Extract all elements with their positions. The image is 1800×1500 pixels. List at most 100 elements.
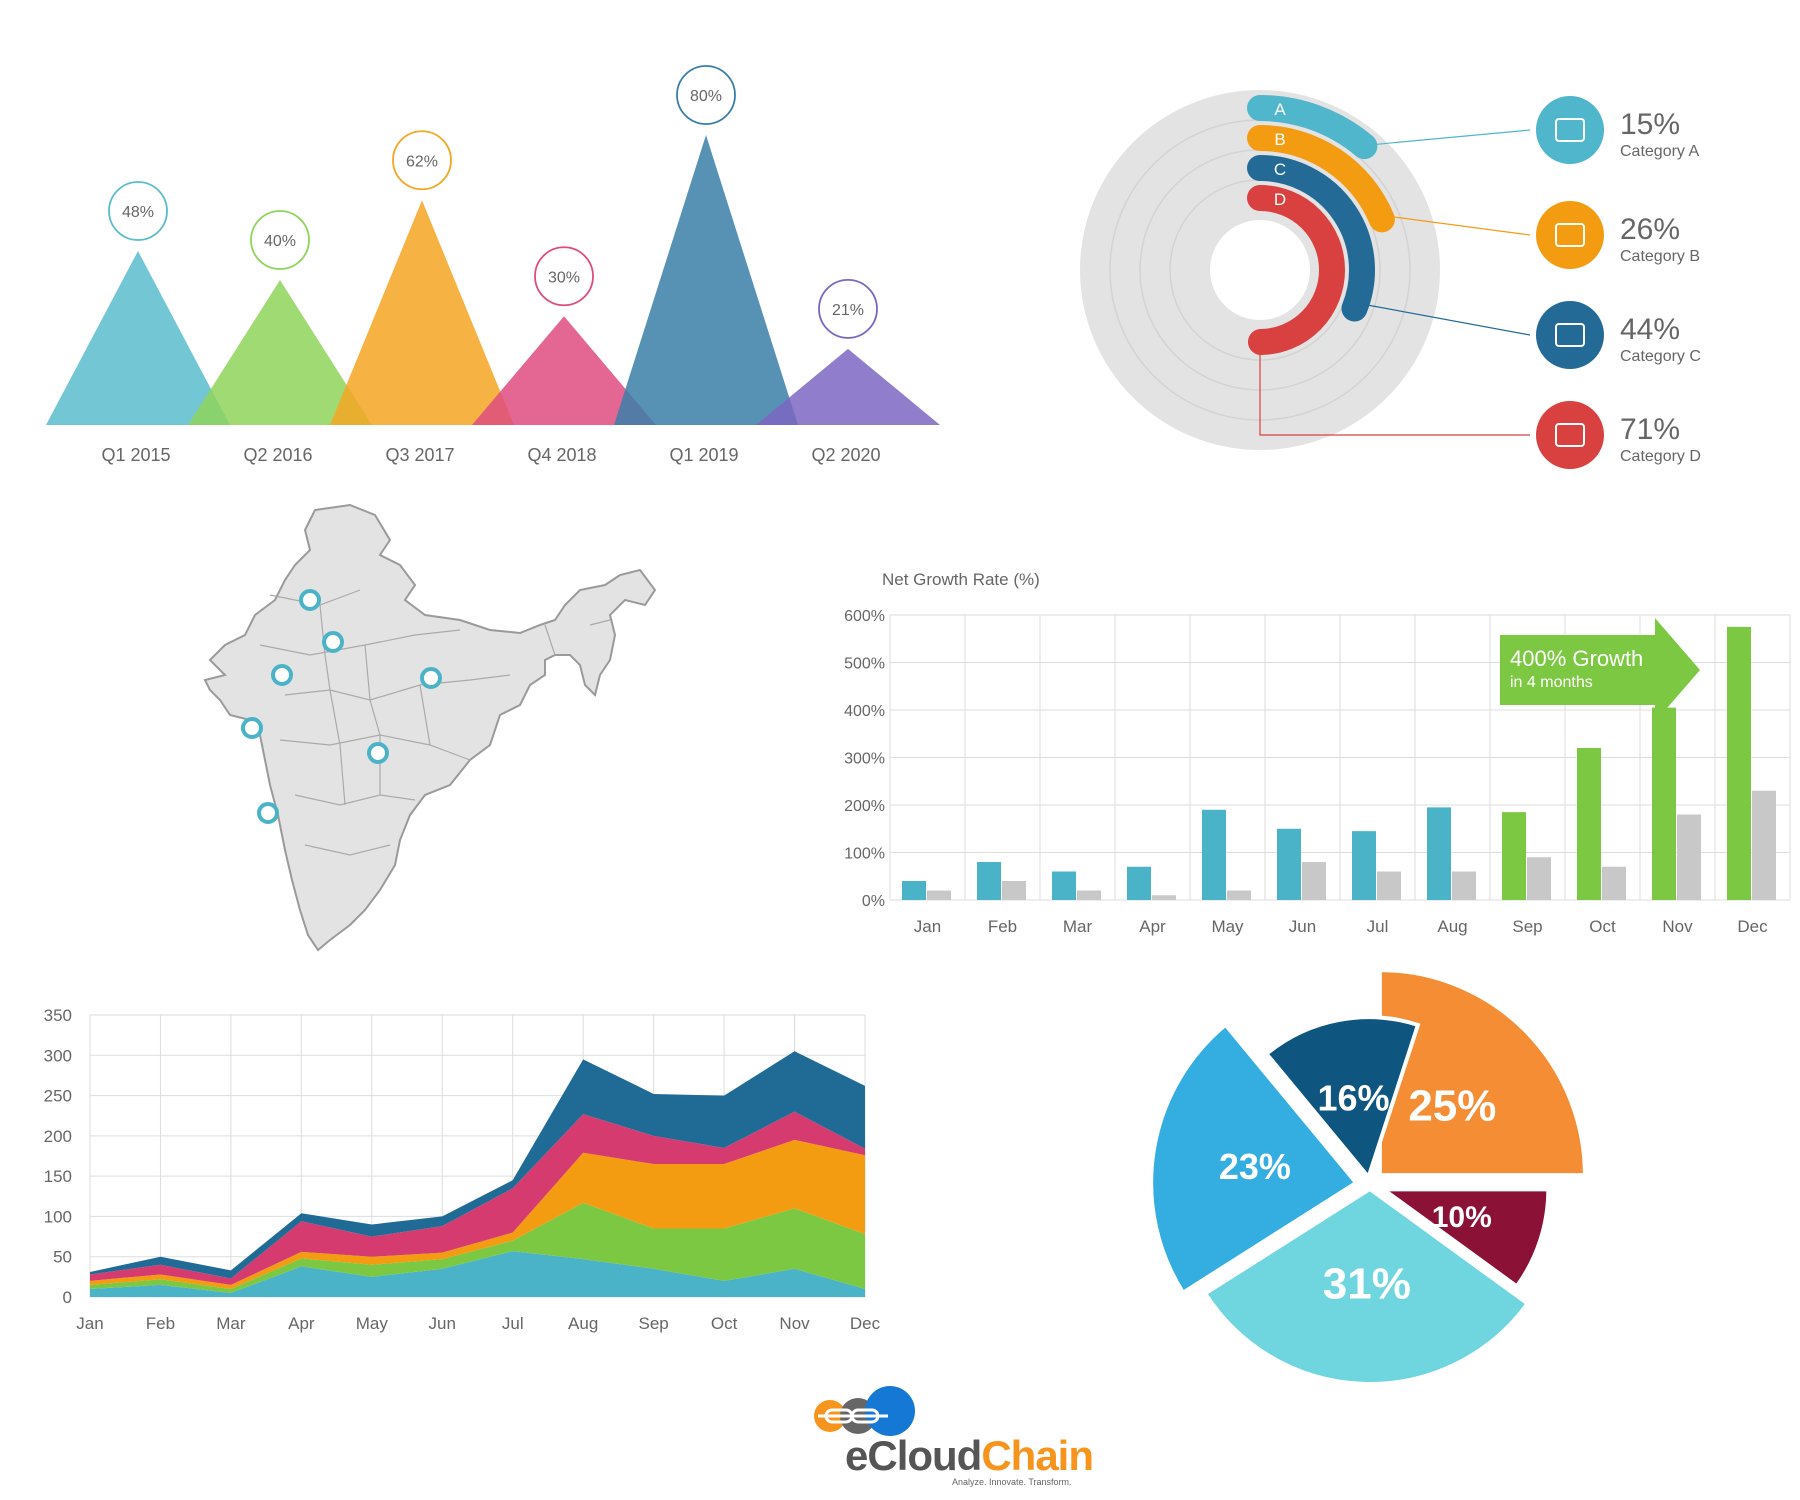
growth-category-label: Sep bbox=[1512, 917, 1542, 936]
area-ytick-label: 300 bbox=[44, 1046, 72, 1065]
logo-blue-circle-icon bbox=[865, 1386, 915, 1436]
growth-bar-secondary bbox=[1002, 881, 1026, 900]
radial-connector-line bbox=[1259, 342, 1530, 436]
radial-bar-letter: C bbox=[1274, 160, 1286, 179]
growth-ytick-label: 100% bbox=[844, 846, 885, 863]
peak-triangle-1 bbox=[46, 251, 230, 425]
peak-value-bubble bbox=[676, 65, 736, 125]
peak-category-label: Q2 2020 bbox=[811, 445, 880, 465]
peak-triangle-6 bbox=[756, 348, 940, 425]
peak-triangle-2 bbox=[188, 280, 372, 425]
logo-name-part1: eCloud bbox=[845, 1432, 982, 1479]
area-category-label: Jan bbox=[76, 1314, 103, 1333]
cart-icon bbox=[1536, 301, 1604, 369]
logo-tagline: Analyze. Innovate. Transform. bbox=[952, 1477, 1072, 1487]
growth-bar-secondary bbox=[1227, 890, 1251, 900]
area-category-label: Sep bbox=[639, 1314, 669, 1333]
peak-value-bubble bbox=[250, 210, 310, 270]
radial-bar-letter: A bbox=[1274, 100, 1286, 119]
tools-icon bbox=[1536, 201, 1604, 269]
radial-connector-line bbox=[1365, 304, 1531, 336]
growth-bar-primary bbox=[1277, 828, 1301, 900]
state-borders bbox=[259, 589, 611, 856]
radial-value-label: 26% bbox=[1620, 213, 1680, 246]
pie-slice-label: 25% bbox=[1408, 1082, 1496, 1131]
exploded-pie-chart: 25% 10% 31% 23% 16% bbox=[1149, 968, 1587, 1386]
growth-bar-primary bbox=[1427, 807, 1451, 900]
radial-connector-line bbox=[1390, 215, 1531, 236]
pie-slice-4 bbox=[1149, 1022, 1360, 1296]
growth-ytick-label: 600% bbox=[844, 608, 885, 625]
area-series-5 bbox=[90, 1051, 865, 1279]
location-marker-icon bbox=[257, 802, 279, 824]
area-ytick-label: 250 bbox=[44, 1087, 72, 1106]
growth-category-label: Dec bbox=[1737, 917, 1768, 936]
india-outline bbox=[203, 503, 657, 952]
cart-icon-glyph bbox=[1555, 323, 1585, 347]
peak-value-label: 48% bbox=[122, 204, 154, 221]
peak-category-label: Q2 2016 bbox=[243, 445, 312, 465]
strategy-icon-glyph bbox=[1555, 423, 1585, 447]
net-growth-bar-chart: Net Growth Rate (%) 0% 100% 200% 300% 400% 500… bbox=[844, 570, 1791, 936]
tools-icon-glyph bbox=[1555, 223, 1585, 247]
growth-category-label: May bbox=[1211, 917, 1244, 936]
area-category-label: Mar bbox=[216, 1314, 246, 1333]
radial-bar-b bbox=[1247, 125, 1395, 233]
radial-value-label: 44% bbox=[1620, 313, 1680, 346]
growth-ytick-label: 200% bbox=[844, 798, 885, 815]
growth-bar-primary bbox=[977, 862, 1001, 900]
peak-category-label: Q1 2019 bbox=[669, 445, 738, 465]
growth-bar-secondary bbox=[927, 890, 951, 900]
truck-icon bbox=[1536, 96, 1604, 164]
radial-category-label: Category B bbox=[1620, 248, 1700, 265]
growth-bar-secondary bbox=[1152, 895, 1176, 900]
growth-bar-primary bbox=[1127, 866, 1151, 900]
peak-value-bubble bbox=[392, 130, 452, 191]
peak-triangle-3 bbox=[330, 200, 514, 425]
peak-value-bubble bbox=[108, 181, 168, 241]
pie-slice-label: 16% bbox=[1317, 1078, 1389, 1119]
triangle-peaks-chart: 48% Q1 2015 40% Q2 2016 62% Q3 2017 30% Q4 2018… bbox=[46, 65, 940, 465]
growth-category-label: Nov bbox=[1662, 917, 1693, 936]
radial-category-label: Category A bbox=[1620, 143, 1699, 160]
area-category-label: Aug bbox=[568, 1314, 598, 1333]
growth-bar-secondary bbox=[1077, 890, 1101, 900]
location-marker-icon bbox=[271, 664, 293, 686]
growth-bar-secondary bbox=[1527, 857, 1551, 900]
growth-bar-primary bbox=[1502, 812, 1526, 900]
pie-slice-3 bbox=[1202, 1186, 1531, 1386]
logo-wordmark: eCloudChain bbox=[845, 1432, 1094, 1480]
growth-category-label: Apr bbox=[1139, 917, 1166, 936]
growth-category-label: Feb bbox=[988, 917, 1017, 936]
pie-slice-label: 10% bbox=[1432, 1201, 1492, 1234]
growth-category-label: Jul bbox=[1367, 917, 1389, 936]
radial-bar-a bbox=[1247, 95, 1378, 160]
growth-ytick-label: 300% bbox=[844, 751, 885, 768]
growth-bar-secondary bbox=[1452, 871, 1476, 900]
growth-ytick-label: 400% bbox=[844, 703, 885, 720]
location-marker-icon bbox=[241, 717, 263, 739]
growth-category-label: Jun bbox=[1289, 917, 1316, 936]
peak-category-label: Q4 2018 bbox=[527, 445, 596, 465]
area-category-label: Jul bbox=[502, 1314, 524, 1333]
area-ytick-label: 100 bbox=[44, 1207, 72, 1226]
area-category-label: Apr bbox=[288, 1314, 315, 1333]
radial-bar-letter: B bbox=[1274, 130, 1285, 149]
pie-slice-5 bbox=[1263, 1015, 1421, 1182]
growth-bar-secondary bbox=[1677, 814, 1701, 900]
growth-bar-secondary bbox=[1302, 862, 1326, 900]
area-series-3 bbox=[90, 1139, 865, 1289]
peak-value-label: 21% bbox=[832, 302, 864, 319]
area-category-label: Feb bbox=[146, 1314, 175, 1333]
logo-mark bbox=[814, 1386, 915, 1436]
growth-bar-primary bbox=[902, 881, 926, 900]
growth-category-label: Jan bbox=[914, 917, 941, 936]
area-ytick-label: 50 bbox=[53, 1248, 72, 1267]
growth-category-label: Oct bbox=[1589, 917, 1616, 936]
area-category-label: May bbox=[356, 1314, 389, 1333]
growth-bar-secondary bbox=[1752, 790, 1776, 900]
radial-value-label: 15% bbox=[1620, 108, 1680, 141]
growth-bar-primary bbox=[1202, 809, 1226, 900]
growth-annotation-subtitle: in 4 months bbox=[1510, 674, 1593, 691]
stacked-area-chart: 0 50 100 150 200 250 300 350 Jan Feb Mar Apr May Jun J… bbox=[44, 1006, 881, 1333]
